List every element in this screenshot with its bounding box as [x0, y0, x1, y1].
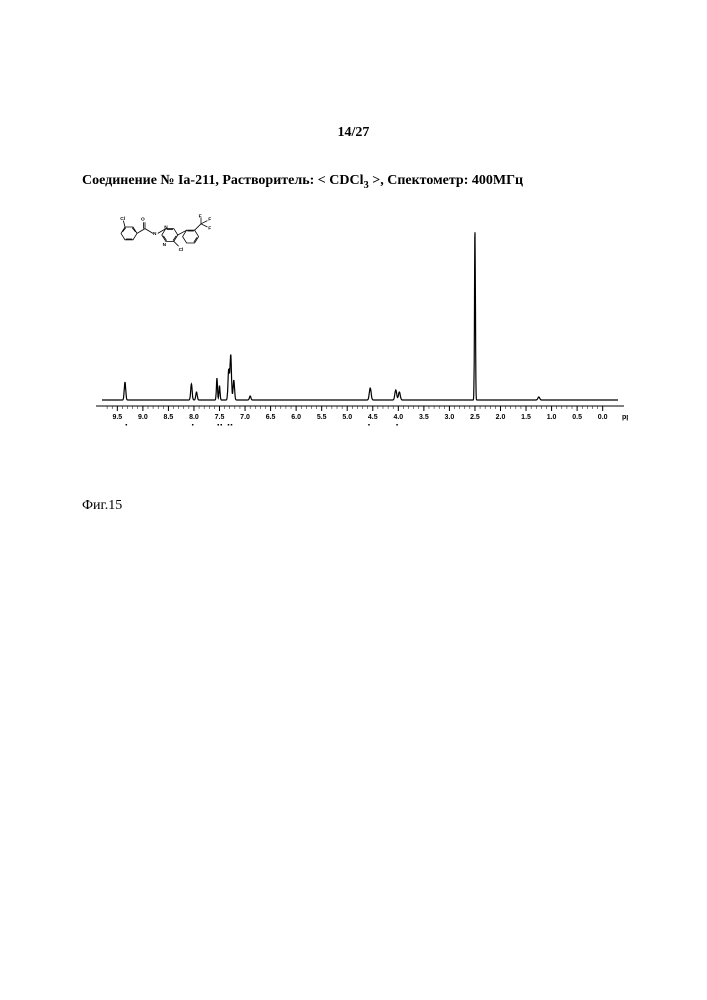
svg-text:6.0: 6.0 — [291, 414, 301, 421]
title-suffix: >, Спектометр: 400МГц — [369, 173, 523, 188]
svg-text:3.5: 3.5 — [419, 414, 429, 421]
svg-text:8.5: 8.5 — [164, 414, 174, 421]
figure-label: Фиг.15 — [82, 498, 122, 514]
svg-text:1.0: 1.0 — [547, 414, 557, 421]
page-title: Соединение № Ia-211, Растворитель: < CDC… — [82, 173, 523, 191]
svg-text:4.5: 4.5 — [368, 414, 378, 421]
svg-text:8.0: 8.0 — [189, 414, 199, 421]
svg-text:3.0: 3.0 — [445, 414, 455, 421]
svg-text:7.5: 7.5 — [215, 414, 225, 421]
svg-text:5.5: 5.5 — [317, 414, 327, 421]
svg-text:ppm: ppm — [622, 414, 628, 421]
nmr-spectrum: 9.5 9.0 8.5 8.0 7.5 7.0 6.5 6.0 5.5 5.0 4.5 4.0 3.5 3… — [92, 215, 628, 435]
svg-text:0.0: 0.0 — [598, 414, 608, 421]
svg-text:6.5: 6.5 — [266, 414, 276, 421]
svg-text:2.5: 2.5 — [470, 414, 480, 421]
svg-text:5.0: 5.0 — [342, 414, 352, 421]
svg-text:7.0: 7.0 — [240, 414, 250, 421]
title-prefix: Соединение № Ia-211, Растворитель: < CDC… — [82, 173, 364, 188]
svg-text:2.0: 2.0 — [496, 414, 506, 421]
page-number: 14/27 — [0, 125, 707, 141]
svg-text:9.0: 9.0 — [138, 414, 148, 421]
svg-text:0.5: 0.5 — [572, 414, 582, 421]
svg-text:4.0: 4.0 — [393, 414, 403, 421]
svg-text:1.5: 1.5 — [521, 414, 531, 421]
svg-text:9.5: 9.5 — [112, 414, 122, 421]
